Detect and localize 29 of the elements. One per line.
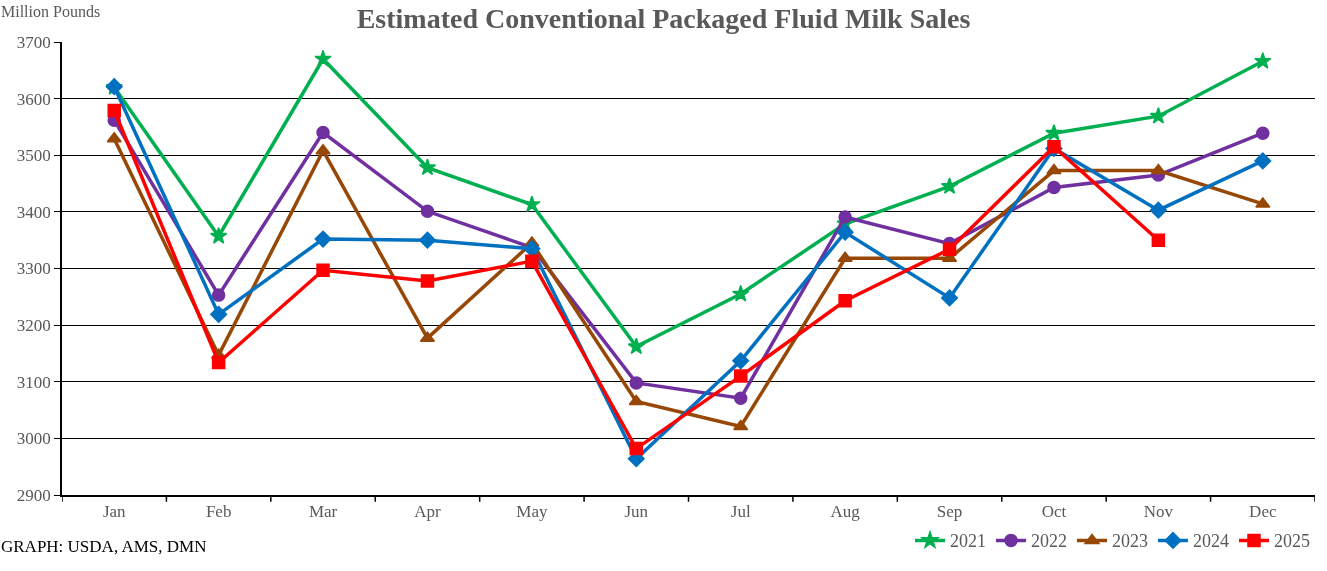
y-tick-label: 3600 xyxy=(16,89,51,109)
legend-label: 2024 xyxy=(1193,531,1229,552)
y-tick-label: 3200 xyxy=(16,316,51,336)
x-tick-label: May xyxy=(516,502,548,522)
legend-label: 2025 xyxy=(1274,531,1310,552)
x-tick-label: Aug xyxy=(830,502,861,522)
y-tick-label: 3400 xyxy=(16,202,51,222)
y-tick-label: 3000 xyxy=(16,429,51,449)
x-tick-label: Feb xyxy=(205,502,232,522)
x-tick-label: Nov xyxy=(1143,502,1174,522)
x-tick-label: Dec xyxy=(1249,502,1277,522)
x-tick-label: Mar xyxy=(308,502,338,522)
x-tick-label: Oct xyxy=(1041,502,1067,522)
x-tick-label: Jul xyxy=(730,502,751,522)
y-tick-label: 2900 xyxy=(16,485,51,505)
y-tick-label: 3100 xyxy=(16,372,51,392)
y-tick-label: 3500 xyxy=(16,146,51,166)
y-axis-title: Million Pounds xyxy=(1,3,101,20)
x-tick-label: Sep xyxy=(936,502,963,522)
y-tick-label: 3300 xyxy=(16,259,51,279)
y-tick-label: 3700 xyxy=(16,32,51,52)
legend-label: 2023 xyxy=(1112,531,1148,552)
legend-label: 2022 xyxy=(1031,531,1067,552)
x-tick-label: Jan xyxy=(102,502,127,522)
chart-title: Estimated Conventional Packaged Fluid Milk Sales xyxy=(356,3,971,35)
x-tick-label: Jun xyxy=(624,502,649,522)
text: GRAPH: USDA, AMS, DMN xyxy=(1,537,207,556)
legend-label: 2021 xyxy=(950,531,986,552)
x-tick-label: Apr xyxy=(414,502,442,522)
